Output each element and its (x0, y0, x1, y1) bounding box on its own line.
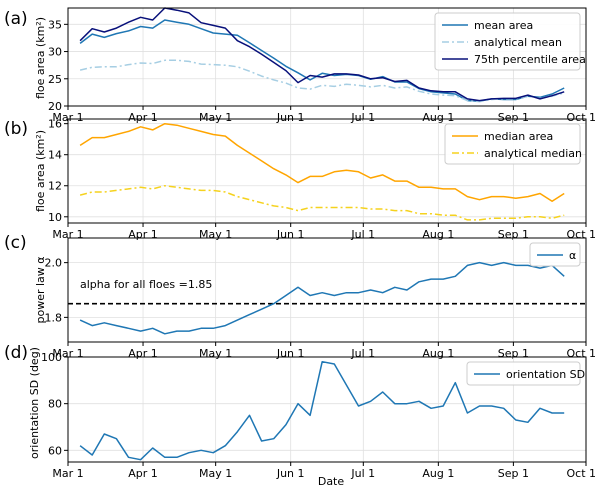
panel-d-label: (d) (4, 343, 28, 363)
panel-a-xtick-label-5: Aug 1 (422, 111, 454, 124)
panel-b-legend-label-1: analytical median (484, 147, 582, 160)
panel-d-xtick-label-4: Jul 1 (350, 467, 375, 480)
panel-c: (c) power law α alpha for all floes =1.8… (4, 233, 596, 360)
panel-c-legend-label-0: α (569, 249, 576, 262)
panel-c-label: (c) (4, 233, 27, 253)
panel-a-series-1-line (79, 59, 565, 103)
panel-d-xtick-label-2: May 1 (199, 467, 232, 480)
panel-a-xtick-label-6: Sep 1 (498, 111, 529, 124)
panel-a-frame (67, 7, 587, 107)
panel-c-ylabel: power law α (34, 256, 47, 323)
panel-d-ytick-label-0: 60 (48, 444, 62, 457)
panel-b-xtick-label-7: Oct 1 (566, 228, 596, 241)
panel-d-frame (67, 356, 587, 463)
panel-d-series-0-line (79, 360, 565, 461)
panel-b-xtick-label-4: Jul 1 (350, 228, 375, 241)
panel-a-xtick-label-7: Oct 1 (566, 111, 596, 124)
panel-d-xtick-label-6: Sep 1 (498, 467, 529, 480)
panel-d-ylabel: orientation SD (deg) (28, 347, 41, 459)
panel-d-legend-label-0: orientation SD (506, 368, 585, 381)
panel-b-series-0-line (79, 122, 565, 203)
panel-a-xtick-label-2: May 1 (199, 111, 232, 124)
panel-c-series-0-line (79, 261, 565, 335)
panel-a-xtick-label-1: Apr 1 (128, 111, 158, 124)
panel-b-series-1-line (79, 184, 565, 221)
panel-a-ytick-label-2: 30 (48, 46, 62, 59)
panel-a-legend-label-0: mean area (474, 19, 533, 32)
panel-c-annotation: alpha for all floes =1.85 (80, 278, 212, 291)
panel-d-xtick-label-7: Oct 1 (566, 467, 596, 480)
panel-a-legend-label-2: 75th percentile area (474, 53, 586, 66)
panel-a-xtick-label-4: Jul 1 (350, 111, 375, 124)
panel-d-xtick-label-5: Aug 1 (422, 467, 454, 480)
panel-d-xtick-label-3: Jun 1 (276, 467, 305, 480)
panel-a: (a) floe area (km²) 20 25 30 35 Mar 1 Apr 1 Ma… (4, 7, 596, 124)
panel-a-ylabel: floe area (km²) (34, 17, 47, 99)
panel-b-legend-box (444, 123, 581, 165)
panel-a-ytick-label-0: 20 (48, 100, 62, 113)
panel-b-frame (67, 118, 587, 224)
panel-a-series-2-line (79, 7, 565, 102)
panel-a-legend-box (434, 12, 581, 71)
panel-d: (d) orientation SD (deg) Date 60 80 100 Mar… (4, 343, 596, 488)
panel-a-xtick-label-3: Jun 1 (276, 111, 305, 124)
panel-c-frame (67, 237, 587, 343)
panel-c-ytick-label-1: 2.0 (45, 257, 63, 270)
panel-a-label: (a) (4, 9, 28, 29)
panel-a-ytick-label-3: 35 (48, 18, 62, 31)
panel-d-ytick-label-1: 80 (48, 398, 62, 411)
panel-d-ytick-label-2: 100 (41, 351, 62, 364)
panel-b-ytick-label-0: 10 (48, 211, 62, 224)
panel-c-xtick-label-3: Jun 1 (276, 347, 305, 360)
panel-b-ytick-label-3: 16 (48, 118, 62, 131)
panel-d-xtick-label-0: Mar 1 (52, 467, 83, 480)
panel-b-label: (b) (4, 119, 28, 139)
panel-b-xtick-label-3: Jun 1 (276, 228, 305, 241)
panel-a-legend-label-1: analytical mean (474, 36, 562, 49)
panel-c-xtick-label-7: Oct 1 (566, 347, 596, 360)
panel-a-ytick-label-1: 25 (48, 73, 62, 86)
panel-d-xtick-label-1: Apr 1 (128, 467, 158, 480)
panel-b-legend-label-0: median area (484, 130, 553, 143)
panel-c-xtick-label-4: Jul 1 (350, 347, 375, 360)
panel-b-ytick-label-2: 14 (48, 149, 62, 162)
panel-b-ylabel: floe area (km²) (34, 130, 47, 212)
panel-b-ytick-label-1: 12 (48, 180, 62, 193)
x-axis-label: Date (318, 475, 345, 488)
panel-d-legend-box (466, 361, 581, 386)
panel-c-ytick-label-0: 1.8 (45, 311, 63, 324)
panel-a-xtick-label-0: Mar 1 (52, 111, 83, 124)
